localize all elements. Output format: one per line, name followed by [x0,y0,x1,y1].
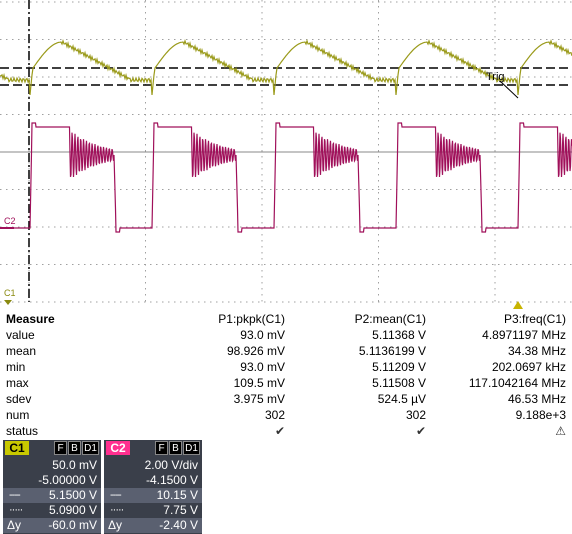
ch2-offset-row: -4.1500 V [104,473,202,488]
filter-flag: F [54,441,67,455]
dotted-cursor-icon: ····· [110,504,124,516]
ch2-tag: C2 [106,441,130,455]
measure-cell: 34.38 MHz [507,344,566,358]
ch1-descriptor-header: C1 F B D1 [3,440,101,456]
ch2-delta: -2.40 V [159,518,198,532]
status-warning-icon: ⚠ [555,424,566,438]
measure-row-label: status [6,424,39,438]
ch1-cursor2-row: ····· 5.0900 V [3,503,101,518]
measure-cell: 117.1042164 MHz [468,376,566,390]
graticule [0,0,572,303]
measure-row-label: sdev [6,392,32,406]
measure-cell: 98.926 mV [226,344,285,358]
measure-row-max: max 109.5 mV 5.11508 V 117.1042164 MHz [0,376,572,391]
ch1-level-arrow [4,300,12,305]
measure-row-label: value [6,328,35,342]
ch1-scale: 50.0 mV [52,458,97,472]
measure-cell: 93.0 mV [240,328,285,342]
ch1-scale-row: 50.0 mV [3,458,101,473]
ch1-waveform [0,38,572,96]
measure-cell: 302 [264,408,285,422]
ch2-offset: -4.1500 V [145,473,198,487]
trigger-label-pointer [499,80,519,99]
ch1-offset: -5.00000 V [38,473,97,487]
ch1-offset-row: -5.00000 V [3,473,101,488]
measure-column-p1[interactable]: P1:pkpk(C1) [218,312,285,326]
ch2-delta-label: Δy [108,518,123,532]
dotted-cursor-icon: ····· [9,504,23,516]
ch2-flags: F B D1 [155,441,200,455]
measure-title: Measure [6,312,55,326]
measure-column-p3[interactable]: P3:freq(C1) [503,312,566,326]
measure-cell: 109.5 mV [233,376,285,390]
measure-cell: 93.0 mV [240,360,285,374]
measure-cell: 5.11368 V [372,328,426,342]
measure-row-mean: mean 98.926 mV 5.1136199 V 34.38 MHz [0,344,572,359]
measure-cell: 4.8971197 MHz [482,328,566,342]
filter-flag: F [155,441,168,455]
ch2-waveform [0,122,572,233]
measure-cell: 302 [405,408,426,422]
ch1-tag: C1 [5,441,29,455]
bandwidth-flag: B [68,441,81,455]
ch1-delta-row: Δy -60.0 mV [3,518,101,533]
ch2-scale: 2.00 V/div [144,458,198,472]
ch2-descriptor-box[interactable]: C2 F B D1 2.00 V/div -4.1500 V ---- 10.1… [104,440,202,534]
measure-cell: 524.5 µV [377,392,426,406]
measure-cell: 46.53 MHz [507,392,566,406]
waveform-grid[interactable]: Trig C2 C1 [0,0,572,310]
measure-row-num: num 302 302 9.188e+3 [0,408,572,423]
deskew-flag: D1 [82,441,99,455]
measure-cell: 202.0697 kHz [491,360,566,374]
bandwidth-flag: B [169,441,182,455]
measure-cell: 5.11508 V [372,376,426,390]
dashed-cursor-icon: ---- [9,489,21,501]
measure-cell: 5.1136199 V [358,344,426,358]
ch2-cursor2-row: ····· 7.75 V [104,503,202,518]
ch1-descriptor-box[interactable]: C1 F B D1 50.0 mV -5.00000 V ---- 5.1500… [3,440,101,534]
measure-row-min: min 93.0 mV 5.11209 V 202.0697 kHz [0,360,572,375]
ch2-cursor2: 7.75 V [163,503,198,517]
measure-column-p2[interactable]: P2:mean(C1) [354,312,426,326]
ch1-cursor1: 5.1500 V [48,488,97,502]
ch1-delta-label: Δy [7,518,22,532]
trigger-position-marker[interactable] [513,301,523,309]
ch1-delta: -60.0 mV [48,518,97,532]
ch1-cursor1-row: ---- 5.1500 V [3,488,101,503]
ch2-cursor1-row: ---- 10.15 V [104,488,202,503]
measure-row-label: mean [6,344,37,358]
measure-row-status: status ✔ ✔ ⚠ [0,424,572,439]
measure-row-label: min [6,360,26,374]
oscilloscope-display[interactable]: Trig C2 C1 [0,0,572,310]
measure-header-row: Measure P1:pkpk(C1) P2:mean(C1) P3:freq(… [0,312,572,327]
measure-row-label: max [6,376,29,390]
ch1-flags: F B D1 [54,441,99,455]
trigger-label: Trig [486,71,505,83]
status-check-icon: ✔ [274,424,285,438]
deskew-flag: D1 [183,441,200,455]
measure-row-value: value 93.0 mV 5.11368 V 4.8971197 MHz [0,328,572,343]
ch2-cursor1: 10.15 V [156,488,198,502]
ch2-scale-row: 2.00 V/div [104,458,202,473]
measure-table: Measure P1:pkpk(C1) P2:mean(C1) P3:freq(… [0,310,572,438]
ch2-delta-row: Δy -2.40 V [104,518,202,533]
measure-row-sdev: sdev 3.975 mV 524.5 µV 46.53 MHz [0,392,572,407]
ch2-descriptor-header: C2 F B D1 [104,440,202,456]
measure-cell: 3.975 mV [233,392,285,406]
dashed-cursor-icon: ---- [110,489,122,501]
measure-cell: 9.188e+3 [515,408,566,422]
ch1-cursor2: 5.0900 V [48,503,97,517]
status-check-icon: ✔ [415,424,426,438]
measure-cell: 5.11209 V [372,360,426,374]
ch1-level-marker[interactable]: C1 [4,288,16,298]
ch2-level-marker[interactable]: C2 [4,216,16,226]
measure-row-label: num [6,408,30,422]
